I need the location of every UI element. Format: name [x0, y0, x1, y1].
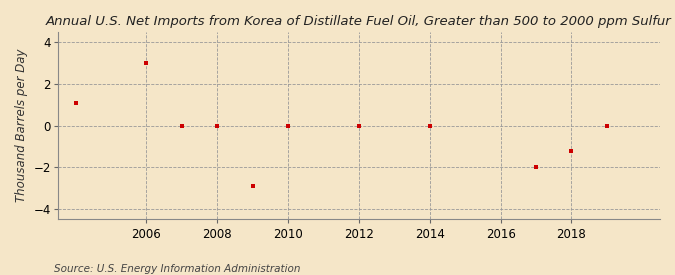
Text: Source: U.S. Energy Information Administration: Source: U.S. Energy Information Administ…	[54, 264, 300, 274]
Title: Annual U.S. Net Imports from Korea of Distillate Fuel Oil, Greater than 500 to 2: Annual U.S. Net Imports from Korea of Di…	[46, 15, 672, 28]
Y-axis label: Thousand Barrels per Day: Thousand Barrels per Day	[15, 49, 28, 202]
